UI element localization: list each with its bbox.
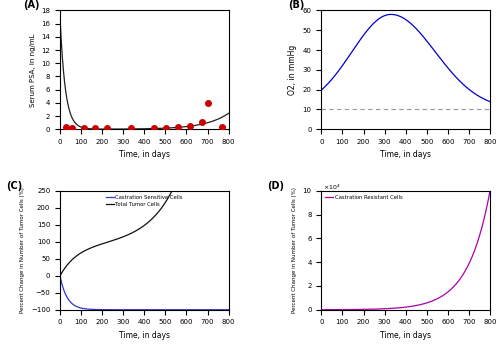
Point bbox=[150, 125, 158, 130]
Total Tumor Cells bbox=[129, 231, 135, 235]
Point bbox=[92, 125, 100, 131]
Line: Castration Resistant Cells: Castration Resistant Cells bbox=[322, 191, 490, 310]
Text: $\times10^4$: $\times10^4$ bbox=[323, 183, 341, 192]
Point bbox=[127, 125, 135, 130]
Text: (D): (D) bbox=[268, 181, 284, 191]
Castration Resistant Cells bbox=[466, 262, 471, 267]
Point bbox=[103, 125, 111, 131]
X-axis label: Time, in days: Time, in days bbox=[380, 150, 431, 159]
Castration Resistant Cells bbox=[338, 308, 344, 312]
X-axis label: Time, in days: Time, in days bbox=[119, 150, 170, 159]
Castration Resistant Cells bbox=[487, 189, 493, 193]
Legend: Castration Sensitive Cells, Total Tumor Cells: Castration Sensitive Cells, Total Tumor … bbox=[105, 193, 184, 208]
Total Tumor Cells bbox=[122, 234, 128, 238]
Text: (B): (B) bbox=[288, 0, 304, 10]
Point bbox=[68, 126, 76, 131]
Y-axis label: Percent Change in Number of Tumor Cells (%): Percent Change in Number of Tumor Cells … bbox=[20, 188, 25, 313]
Point bbox=[80, 125, 88, 131]
Total Tumor Cells bbox=[204, 52, 210, 56]
Line: Total Tumor Cells: Total Tumor Cells bbox=[60, 0, 228, 276]
Castration Resistant Cells bbox=[390, 306, 396, 310]
Point bbox=[218, 124, 226, 129]
Castration Resistant Cells bbox=[348, 308, 354, 312]
Total Tumor Cells bbox=[57, 274, 63, 278]
Castration Sensitive Cells bbox=[226, 308, 232, 312]
Castration Sensitive Cells bbox=[76, 306, 82, 310]
Point bbox=[204, 100, 212, 105]
Y-axis label: O2, in mmHg: O2, in mmHg bbox=[288, 45, 297, 95]
Total Tumor Cells bbox=[86, 246, 92, 251]
Point bbox=[174, 124, 182, 130]
Castration Sensitive Cells bbox=[222, 308, 228, 312]
Castration Sensitive Cells bbox=[86, 307, 92, 311]
Y-axis label: Serum PSA, in ng/mL: Serum PSA, in ng/mL bbox=[30, 33, 36, 106]
Point bbox=[162, 125, 170, 130]
Point bbox=[186, 123, 194, 128]
Castration Resistant Cells bbox=[484, 205, 490, 209]
Text: (A): (A) bbox=[23, 0, 40, 10]
Total Tumor Cells bbox=[76, 252, 82, 256]
Legend: Castration Resistant Cells: Castration Resistant Cells bbox=[324, 193, 404, 201]
Line: Castration Sensitive Cells: Castration Sensitive Cells bbox=[60, 276, 228, 310]
Castration Sensitive Cells bbox=[129, 308, 135, 312]
Castration Resistant Cells bbox=[318, 308, 324, 312]
Y-axis label: Percent Change in Number of Tumor Cells (%): Percent Change in Number of Tumor Cells … bbox=[292, 188, 297, 313]
Castration Sensitive Cells bbox=[57, 274, 63, 278]
X-axis label: Time, in days: Time, in days bbox=[119, 331, 170, 340]
Castration Sensitive Cells bbox=[122, 308, 128, 312]
Text: (C): (C) bbox=[6, 181, 22, 191]
Point bbox=[198, 119, 205, 125]
Point bbox=[62, 125, 70, 130]
Castration Sensitive Cells bbox=[204, 308, 210, 312]
X-axis label: Time, in days: Time, in days bbox=[380, 331, 431, 340]
Castration Resistant Cells bbox=[383, 307, 389, 311]
